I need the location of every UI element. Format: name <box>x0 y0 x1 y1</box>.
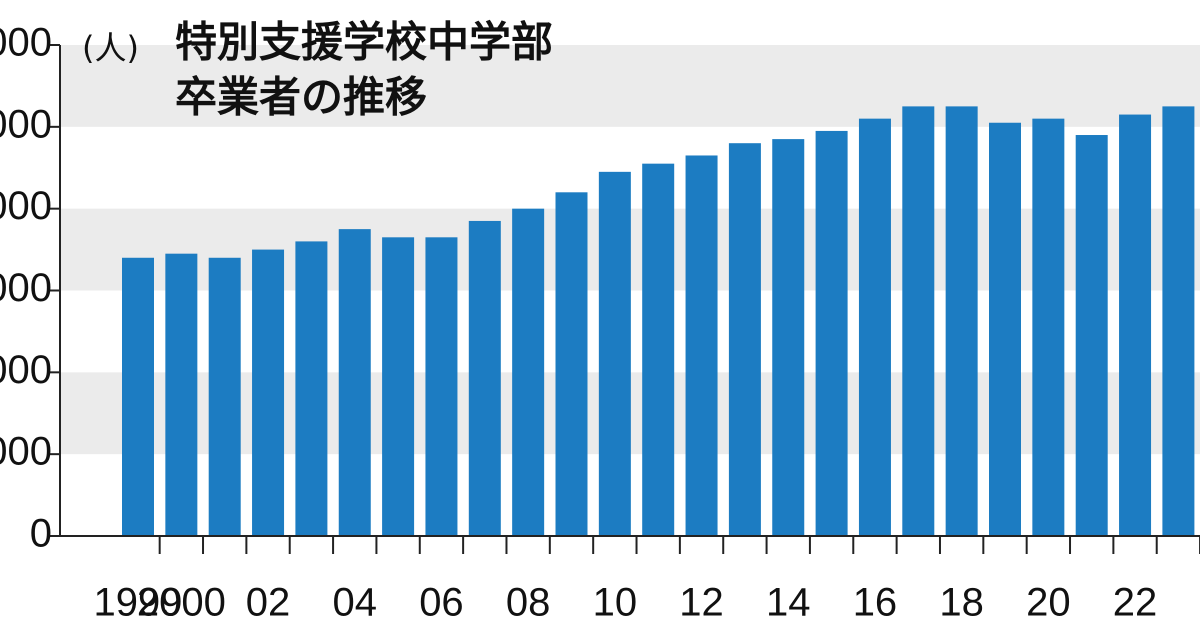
bar <box>598 171 631 536</box>
bar <box>945 106 978 536</box>
bar <box>1119 114 1152 536</box>
bar <box>468 220 501 537</box>
bar <box>382 237 415 536</box>
x-tick-label: 08 <box>506 581 551 625</box>
bar <box>728 143 761 536</box>
y-tick-label: 6000 <box>0 266 52 310</box>
bar <box>208 257 241 536</box>
bar <box>685 155 718 536</box>
chart-title: 特別支援学校中学部 <box>175 18 553 67</box>
y-tick-label: 8000 <box>0 184 52 228</box>
grid-band <box>60 45 1200 127</box>
x-tick-label: 06 <box>419 581 464 625</box>
x-tick-label: 22 <box>1113 581 1158 625</box>
x-tick-label: 04 <box>333 581 378 625</box>
bar <box>989 122 1021 536</box>
y-tick-label: 2000 <box>0 430 52 474</box>
bar <box>512 208 545 536</box>
x-tick-label: 1999 <box>94 581 183 625</box>
x-tick-label: 2000 <box>137 581 226 625</box>
x-tick-label: 16 <box>853 581 898 625</box>
x-tick-label: 12 <box>679 581 724 625</box>
bar <box>338 229 371 536</box>
bar <box>122 257 154 536</box>
bar <box>815 130 848 537</box>
bar <box>858 118 891 537</box>
bar <box>642 163 675 537</box>
y-tick-label: 10000 <box>0 102 52 146</box>
bar <box>902 106 935 536</box>
y-axis-label: (人) <box>82 29 139 67</box>
bar <box>772 139 805 536</box>
y-tick-label: 0 <box>30 512 52 556</box>
y-tick-label: 4000 <box>0 348 52 392</box>
bar <box>295 241 328 536</box>
bar <box>252 249 285 537</box>
bar <box>1162 106 1195 536</box>
bar <box>425 237 458 536</box>
bar <box>1032 118 1065 537</box>
x-tick-label: 14 <box>766 581 811 625</box>
bar <box>1075 135 1108 536</box>
bar <box>555 192 588 537</box>
marks <box>122 106 1195 537</box>
bar <box>165 253 198 537</box>
x-tick-label: 20 <box>1026 581 1071 625</box>
y-tick-label: 12000 <box>0 21 52 65</box>
chart-title: 卒業者の推移 <box>175 73 427 122</box>
x-tick-label: 10 <box>593 581 638 625</box>
x-tick-label: 18 <box>939 581 984 625</box>
x-tick-label: 02 <box>246 581 291 625</box>
